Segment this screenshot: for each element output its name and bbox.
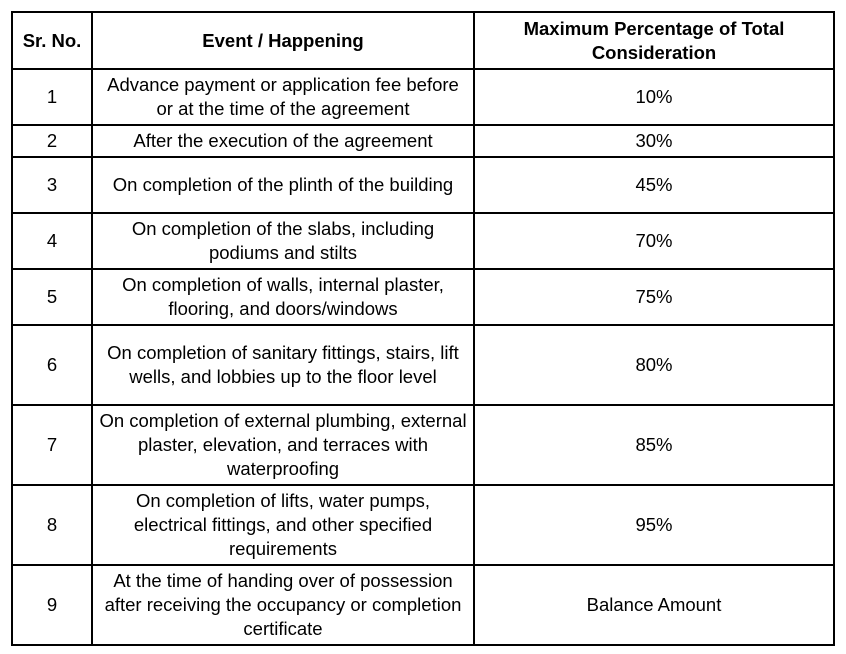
cell-event: On completion of external plumbing, exte… xyxy=(91,404,475,486)
cell-sr-no: 3 xyxy=(11,156,93,214)
cell-event: Advance payment or application fee befor… xyxy=(91,68,475,126)
header-percentage: Maximum Percentage of Total Consideratio… xyxy=(473,11,835,70)
cell-sr-no: 2 xyxy=(11,124,93,158)
table-row: 3 On completion of the plinth of the bui… xyxy=(11,156,835,214)
table-row: 5 On completion of walls, internal plast… xyxy=(11,268,835,326)
table-row: 2 After the execution of the agreement 3… xyxy=(11,124,835,158)
cell-sr-no: 1 xyxy=(11,68,93,126)
cell-event: On completion of walls, internal plaster… xyxy=(91,268,475,326)
payment-schedule-table: Sr. No. Event / Happening Maximum Percen… xyxy=(11,11,835,646)
table-header-row: Sr. No. Event / Happening Maximum Percen… xyxy=(11,11,835,70)
cell-percentage: 45% xyxy=(473,156,835,214)
cell-sr-no: 4 xyxy=(11,212,93,270)
cell-event: On completion of the slabs, including po… xyxy=(91,212,475,270)
cell-percentage: Balance Amount xyxy=(473,564,835,646)
cell-percentage: 30% xyxy=(473,124,835,158)
cell-event: On completion of the plinth of the build… xyxy=(91,156,475,214)
table-row: 1 Advance payment or application fee bef… xyxy=(11,68,835,126)
cell-sr-no: 6 xyxy=(11,324,93,406)
cell-event: On completion of lifts, water pumps, ele… xyxy=(91,484,475,566)
cell-percentage: 85% xyxy=(473,404,835,486)
cell-sr-no: 5 xyxy=(11,268,93,326)
table-row: 7 On completion of external plumbing, ex… xyxy=(11,404,835,486)
cell-percentage: 75% xyxy=(473,268,835,326)
table-row: 6 On completion of sanitary fittings, st… xyxy=(11,324,835,406)
cell-event: At the time of handing over of possessio… xyxy=(91,564,475,646)
table-row: 4 On completion of the slabs, including … xyxy=(11,212,835,270)
table-row: 8 On completion of lifts, water pumps, e… xyxy=(11,484,835,566)
header-sr-no: Sr. No. xyxy=(11,11,93,70)
cell-percentage: 95% xyxy=(473,484,835,566)
cell-percentage: 10% xyxy=(473,68,835,126)
cell-sr-no: 8 xyxy=(11,484,93,566)
cell-sr-no: 9 xyxy=(11,564,93,646)
table-row: 9 At the time of handing over of possess… xyxy=(11,564,835,646)
cell-event: After the execution of the agreement xyxy=(91,124,475,158)
cell-percentage: 80% xyxy=(473,324,835,406)
cell-sr-no: 7 xyxy=(11,404,93,486)
cell-event: On completion of sanitary fittings, stai… xyxy=(91,324,475,406)
header-event: Event / Happening xyxy=(91,11,475,70)
cell-percentage: 70% xyxy=(473,212,835,270)
